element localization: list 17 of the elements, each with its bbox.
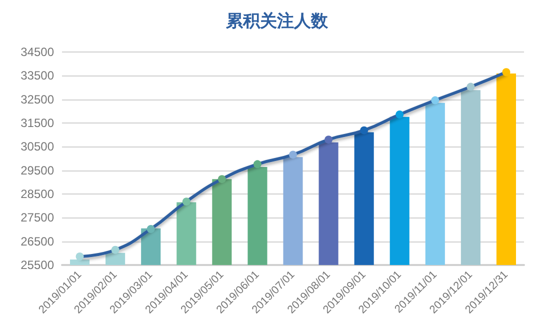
point xyxy=(146,225,155,234)
point xyxy=(182,198,190,206)
y-tick-label: 32500 xyxy=(20,92,54,106)
y-tick-label: 31500 xyxy=(20,116,54,130)
y-tick-label: 25500 xyxy=(20,258,54,272)
point xyxy=(76,252,84,260)
point xyxy=(111,246,120,254)
y-tick-label: 33500 xyxy=(20,68,54,83)
point xyxy=(396,110,404,118)
y-tick-label: 30500 xyxy=(20,140,54,154)
y-tick-label: 28500 xyxy=(20,187,54,201)
y-tick-label: 27500 xyxy=(20,210,54,225)
y-tick-label: 34500 xyxy=(20,45,54,59)
chart-title: 累积关注人数 xyxy=(225,12,329,32)
y-tick-label: 26500 xyxy=(20,234,54,248)
point xyxy=(466,82,475,91)
y-tick-label: 29500 xyxy=(20,163,54,178)
